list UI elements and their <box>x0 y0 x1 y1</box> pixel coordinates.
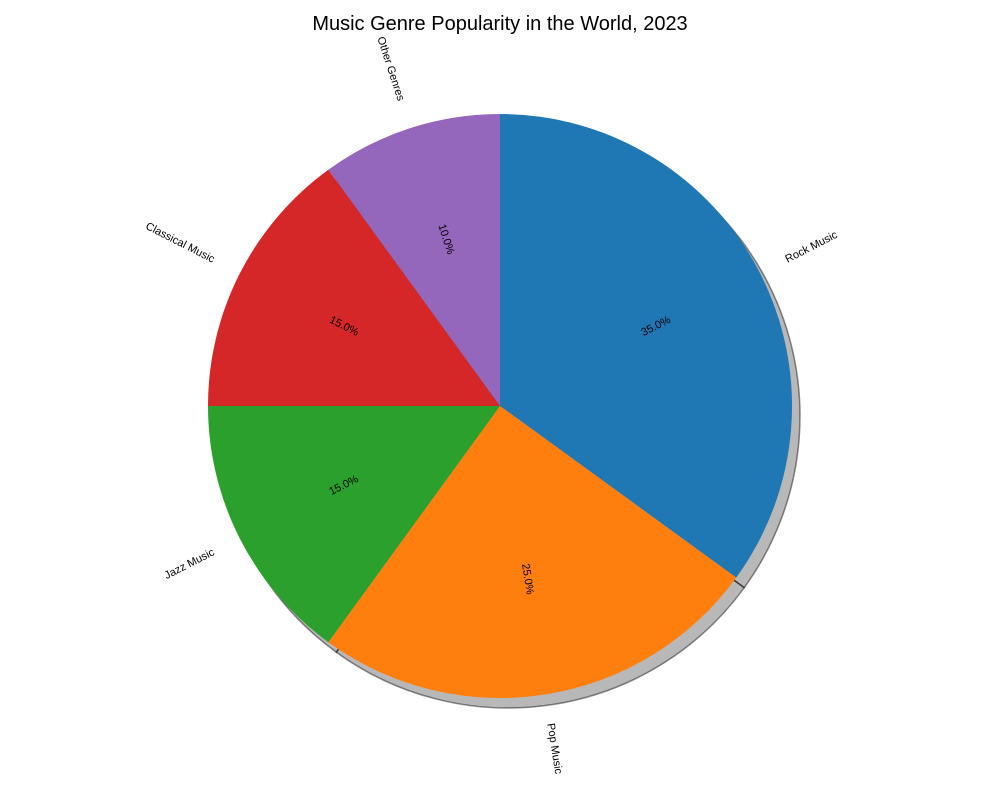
chart-title: Music Genre Popularity in the World, 202… <box>312 13 688 35</box>
classical-music-slice <box>208 169 500 406</box>
rock-music-category-label: Rock Music <box>783 229 840 266</box>
pop-music-slice <box>328 406 737 699</box>
pie-slice-layer <box>208 114 793 699</box>
classical-music-category-label: Classical Music <box>144 220 217 265</box>
other-genres-category-label: Other Genres <box>374 35 406 103</box>
pop-music-percent-label: 25.0% <box>519 563 536 596</box>
jazz-music-slice <box>208 406 500 643</box>
pop-music-category-label: Pop Music <box>544 722 564 775</box>
jazz-music-category-label: Jazz Music <box>163 546 217 582</box>
rock-music-slice <box>500 114 793 578</box>
other-genres-slice <box>328 114 500 406</box>
